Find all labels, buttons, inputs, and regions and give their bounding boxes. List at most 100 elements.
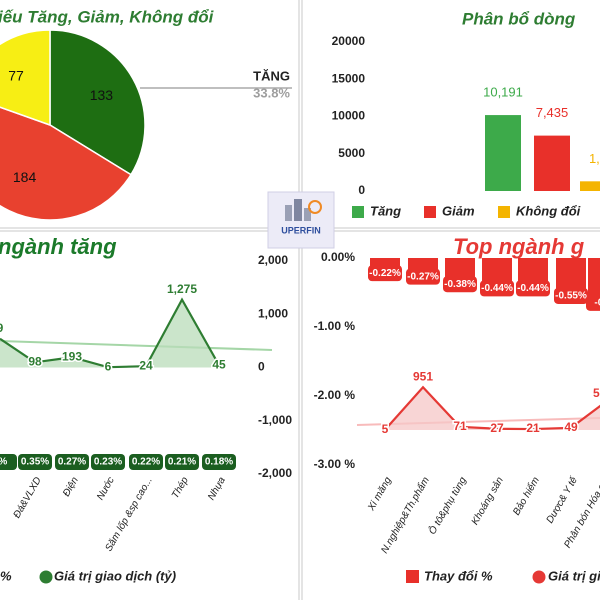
chart-title: ngành tăng: [0, 234, 117, 259]
trend-line: [0, 340, 273, 351]
legend-label: %: [0, 568, 12, 583]
label-box: [406, 268, 440, 285]
label-box: [586, 294, 600, 311]
data-label: 0.21%: [168, 457, 196, 468]
y-tick-label: 10000: [332, 109, 366, 123]
y2-tick-label: 1,000: [258, 306, 288, 320]
label-box: [516, 280, 550, 297]
y-tick-label: -1.00 %: [314, 319, 356, 333]
data-label: 21: [526, 421, 540, 435]
callout-label: TĂNG: [253, 68, 290, 83]
chart-title: iếu Tăng, Giảm, Không đổi: [0, 7, 215, 26]
y-tick-label: -3.00 %: [314, 457, 356, 471]
bar: [91, 454, 125, 470]
bar: [534, 135, 570, 191]
y-tick-label: 5000: [338, 146, 365, 160]
data-label: 0.23%: [94, 457, 122, 468]
data-label: 71: [453, 419, 467, 433]
area: [385, 387, 600, 430]
legend-label: Giảm: [442, 203, 475, 218]
bar: [0, 454, 17, 470]
data-label: 49: [564, 420, 578, 434]
legend-swatch: [39, 570, 53, 584]
data-label: 193: [62, 349, 82, 363]
logo-icon: [304, 208, 311, 221]
legend-label: Giá trị giao dịch (tỷ): [54, 568, 176, 583]
data-label: 1,275: [167, 282, 197, 296]
pie-slice: [0, 29, 51, 127]
data-label: -0.6: [594, 297, 600, 308]
pie-slice: [49, 29, 146, 176]
logo: UPERFIN: [267, 191, 335, 249]
label-box: [554, 287, 588, 304]
logo-icon: [285, 205, 292, 221]
label-box: [480, 280, 514, 297]
line: [0, 297, 220, 369]
chart-title: Top ngành g: [453, 234, 585, 259]
legend-swatch: [424, 206, 436, 218]
data-label: 2%: [0, 457, 7, 468]
data-label: 77: [8, 68, 24, 84]
data-label: 0.35%: [21, 457, 49, 468]
bar: [202, 454, 236, 470]
bar: [129, 454, 163, 470]
data-label: 580: [593, 386, 600, 400]
logo-icon: [308, 200, 322, 214]
label-box: [443, 276, 477, 293]
legend-label: Tăng: [370, 203, 401, 218]
logo-text: UPERFIN: [281, 225, 321, 235]
chart-title: Phân bổ dòng: [462, 9, 576, 28]
data-label: -0.22%: [369, 268, 401, 279]
data-label: 98: [28, 354, 42, 368]
y2-tick-label: 2,000: [258, 253, 288, 267]
data-label: 0.18%: [205, 457, 233, 468]
legend-label: Không đổi: [516, 203, 581, 218]
data-label: -0.55%: [555, 291, 587, 302]
data-label: 0.22%: [132, 457, 160, 468]
data-label: 0.27%: [58, 457, 86, 468]
data-label: 9: [0, 321, 4, 335]
data-label: 133: [90, 87, 114, 103]
data-label: -0.38%: [444, 279, 476, 290]
data-label: 24: [139, 358, 153, 372]
y2-tick-label: -2,000: [258, 466, 292, 480]
legend-swatch: [352, 206, 364, 218]
y-tick-label: 15000: [332, 71, 366, 85]
legend-label: Thay đổi %: [424, 568, 493, 583]
y-tick-label: 20000: [332, 34, 366, 48]
area: [0, 299, 219, 368]
bar: [55, 454, 89, 470]
data-label: 951: [413, 369, 433, 383]
y-tick-label: 0: [358, 183, 365, 197]
y-tick-label: -2.00 %: [314, 388, 356, 402]
combo-chart: ngành tăng 2,000 1,000 0 -1,000 -2,000 9 98 193…: [0, 234, 292, 584]
y2-tick-label: 0: [258, 360, 265, 374]
y-tick-label: 0.00%: [321, 250, 355, 264]
legend-swatch: [498, 206, 510, 218]
data-label: -0.44%: [517, 283, 549, 294]
data-label: 7,435: [536, 105, 569, 120]
data-label: 27: [490, 421, 504, 435]
legend-label: Giá trị gia: [548, 568, 600, 583]
data-label: 10,191: [483, 85, 523, 100]
panel: [0, 230, 300, 600]
callout-value: 33.8%: [253, 85, 290, 100]
data-label: 6: [105, 359, 112, 373]
data-label: 184: [13, 169, 37, 185]
data-label: 45: [212, 357, 226, 371]
legend-swatch: [406, 570, 419, 583]
data-label: 5: [382, 422, 389, 436]
data-label: -0.27%: [407, 271, 439, 282]
pie-chart: iếu Tăng, Giảm, Không đổi TĂNG 33.8% 133…: [0, 7, 292, 221]
logo-icon: [294, 199, 302, 221]
pie-slice: [0, 106, 133, 221]
bar-chart: Phân bổ dòng 0 5000 10000 15000 20000 10,191 T…: [332, 9, 600, 218]
y2-tick-label: -1,000: [258, 413, 292, 427]
panel: [301, 230, 600, 600]
bar: [485, 115, 521, 191]
data-label: -0.44%: [481, 283, 513, 294]
data-label: 1,3: [589, 151, 600, 166]
bar: [18, 454, 52, 470]
bar: [165, 454, 199, 470]
bar: [588, 258, 600, 303]
